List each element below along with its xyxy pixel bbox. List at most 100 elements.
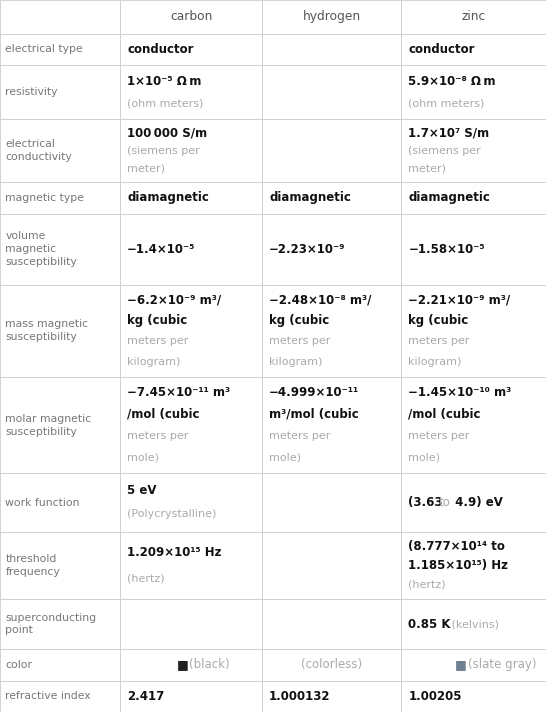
- Text: (colorless): (colorless): [301, 659, 362, 671]
- Text: electrical
conductivity: electrical conductivity: [5, 140, 72, 162]
- Text: meter): meter): [408, 164, 447, 174]
- Text: meter): meter): [127, 164, 165, 174]
- Text: kg (cubic: kg (cubic: [408, 314, 468, 327]
- Text: (ohm meters): (ohm meters): [408, 98, 485, 108]
- Bar: [401, 681, 546, 712]
- Text: −6.2×10⁻⁹ m³/: −6.2×10⁻⁹ m³/: [127, 293, 221, 307]
- Bar: [262, 182, 401, 214]
- Text: mole): mole): [127, 452, 159, 462]
- Text: volume
magnetic
susceptibility: volume magnetic susceptibility: [5, 231, 77, 267]
- Text: m³/mol (cubic: m³/mol (cubic: [269, 408, 359, 421]
- Text: kg (cubic: kg (cubic: [127, 314, 187, 327]
- Text: /mol (cubic: /mol (cubic: [127, 408, 200, 421]
- Text: ■: ■: [176, 659, 188, 671]
- Bar: [120, 0, 262, 33]
- Bar: [120, 649, 262, 681]
- Bar: [262, 214, 401, 285]
- Text: (hertz): (hertz): [127, 574, 165, 584]
- Bar: [401, 473, 546, 532]
- Bar: [0, 532, 120, 599]
- Text: −1.4×10⁻⁵: −1.4×10⁻⁵: [127, 243, 195, 256]
- Text: meters per: meters per: [269, 336, 330, 346]
- Text: 100 000 S/m: 100 000 S/m: [127, 126, 207, 140]
- Text: molar magnetic
susceptibility: molar magnetic susceptibility: [5, 414, 92, 436]
- Text: −2.21×10⁻⁹ m³/: −2.21×10⁻⁹ m³/: [408, 293, 511, 307]
- Bar: [262, 285, 401, 377]
- Bar: [401, 214, 546, 285]
- Text: kilogram): kilogram): [127, 357, 181, 367]
- Text: mole): mole): [269, 452, 301, 462]
- Text: magnetic type: magnetic type: [5, 193, 85, 203]
- Text: (siemens per: (siemens per: [408, 146, 481, 156]
- Bar: [262, 65, 401, 120]
- Text: resistivity: resistivity: [5, 87, 58, 97]
- Bar: [120, 120, 262, 182]
- Text: kilogram): kilogram): [408, 357, 462, 367]
- Bar: [401, 182, 546, 214]
- Text: refractive index: refractive index: [5, 691, 91, 701]
- Text: −1.58×10⁻⁵: −1.58×10⁻⁵: [408, 243, 485, 256]
- Text: hydrogen: hydrogen: [302, 10, 361, 23]
- Text: zinc: zinc: [461, 10, 486, 23]
- Bar: [0, 649, 120, 681]
- Text: superconducting
point: superconducting point: [5, 612, 97, 635]
- Text: meters per: meters per: [408, 336, 470, 346]
- Bar: [120, 285, 262, 377]
- Text: (hertz): (hertz): [408, 580, 446, 590]
- Bar: [262, 377, 401, 473]
- Text: mole): mole): [408, 452, 441, 462]
- Text: kg (cubic: kg (cubic: [269, 314, 329, 327]
- Text: diamagnetic: diamagnetic: [408, 192, 490, 204]
- Bar: [401, 649, 546, 681]
- Bar: [401, 599, 546, 649]
- Bar: [262, 33, 401, 65]
- Text: conductor: conductor: [127, 43, 194, 56]
- Text: meters per: meters per: [269, 431, 330, 441]
- Text: 1×10⁻⁵ Ω m: 1×10⁻⁵ Ω m: [127, 75, 201, 88]
- Bar: [120, 599, 262, 649]
- Text: meters per: meters per: [127, 336, 188, 346]
- Text: mass magnetic
susceptibility: mass magnetic susceptibility: [5, 320, 88, 342]
- Bar: [262, 599, 401, 649]
- Bar: [120, 65, 262, 120]
- Bar: [0, 377, 120, 473]
- Text: 1.209×10¹⁵ Hz: 1.209×10¹⁵ Hz: [127, 545, 222, 558]
- Bar: [262, 681, 401, 712]
- Text: −2.48×10⁻⁸ m³/: −2.48×10⁻⁸ m³/: [269, 293, 371, 307]
- Bar: [0, 65, 120, 120]
- Text: (siemens per: (siemens per: [127, 146, 200, 156]
- Text: carbon: carbon: [170, 10, 212, 23]
- Text: ■: ■: [455, 659, 467, 671]
- Bar: [120, 681, 262, 712]
- Text: (8.777×10¹⁴ to: (8.777×10¹⁴ to: [408, 540, 505, 553]
- Bar: [0, 681, 120, 712]
- Text: diamagnetic: diamagnetic: [127, 192, 209, 204]
- Bar: [0, 473, 120, 532]
- Bar: [401, 0, 546, 33]
- Text: (Polycrystalline): (Polycrystalline): [127, 509, 217, 519]
- Text: meters per: meters per: [408, 431, 470, 441]
- Text: (3.63: (3.63: [408, 496, 447, 509]
- Text: −7.45×10⁻¹¹ m³: −7.45×10⁻¹¹ m³: [127, 387, 230, 399]
- Bar: [0, 182, 120, 214]
- Bar: [401, 532, 546, 599]
- Bar: [262, 473, 401, 532]
- Text: (black): (black): [189, 659, 230, 671]
- Bar: [0, 33, 120, 65]
- Text: threshold
frequency: threshold frequency: [5, 554, 60, 577]
- Bar: [0, 120, 120, 182]
- Text: −1.45×10⁻¹⁰ m³: −1.45×10⁻¹⁰ m³: [408, 387, 512, 399]
- Text: electrical type: electrical type: [5, 44, 83, 54]
- Bar: [262, 532, 401, 599]
- Bar: [120, 377, 262, 473]
- Bar: [262, 649, 401, 681]
- Text: diamagnetic: diamagnetic: [269, 192, 351, 204]
- Text: work function: work function: [5, 498, 80, 508]
- Bar: [401, 65, 546, 120]
- Text: 2.417: 2.417: [127, 690, 164, 703]
- Bar: [120, 33, 262, 65]
- Text: 5.9×10⁻⁸ Ω m: 5.9×10⁻⁸ Ω m: [408, 75, 496, 88]
- Bar: [401, 33, 546, 65]
- Bar: [401, 120, 546, 182]
- Text: 1.7×10⁷ S/m: 1.7×10⁷ S/m: [408, 126, 490, 140]
